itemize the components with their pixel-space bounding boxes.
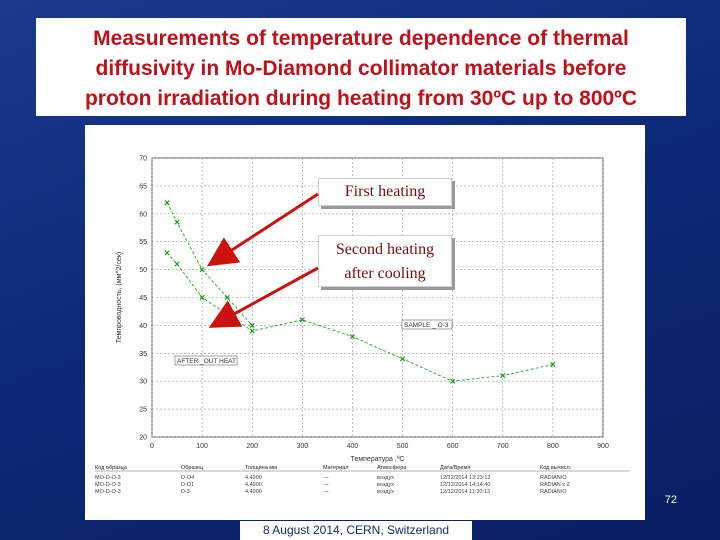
x-tick-label: 700 [497,443,509,450]
y-tick-label: 35 [139,351,147,358]
table-header: Код образца [95,465,128,471]
data-point [399,356,406,362]
table-cell: воздух [377,489,394,495]
table-header: Атмосфера [377,465,407,471]
x-tick-label: 600 [447,443,459,450]
data-point [164,200,170,206]
callout-second-line1: Second heating [335,241,435,258]
data-point [450,378,456,384]
callout-second-line2: after cooling [344,265,426,282]
x-tick-label: 200 [246,443,258,450]
table-cell: RADIAN/O [540,475,567,481]
table-cell: RADIAN/O [540,489,567,495]
data-point [199,267,205,273]
table-cell: 4.4900 [245,482,262,488]
y-tick-label: 60 [139,211,147,218]
y-tick-label: 40 [139,323,147,330]
x-tick-label: 0 [150,443,154,450]
table-cell: 4.4900 [245,475,262,481]
x-tick-label: 900 [597,443,609,450]
data-point [199,294,205,301]
y-tick-label: 50 [139,267,147,274]
y-tick-label: 70 [139,156,147,163]
page-number: 72 [664,494,677,506]
table-header: Материал [323,465,349,471]
diffusivity-chart: 0 100 200 300 400 500 600 700 800 900 20 25 30 35 40 45… [95,156,630,495]
table-cell: MO-D-O-3 [95,489,121,495]
footer: 8 August 2014, CERN, Switzerland [240,521,472,540]
slide-title: Measurements of temperature dependence o… [84,27,638,110]
table-header: Код вычисл. [540,465,572,471]
annotation-after-box [174,355,238,366]
annotation-sample: SAMPLE _ O-3 [404,322,449,329]
table-cell: MO-D-O-3 [95,482,121,488]
y-tick-label: 20 [139,435,147,442]
table-cell: D-O1 [181,482,194,488]
table-cell: воздух [377,482,394,488]
y-tick-label: 30 [139,379,147,386]
table-cell: D-3 [181,489,190,495]
data-point [174,219,180,225]
data-point [249,328,255,334]
y-tick-label: 65 [139,183,147,190]
table-cell: — [323,482,329,488]
annotation-after: AFTER _OUT HEAT [177,358,236,365]
callout-first-heating: First heating [318,178,452,206]
table-cell: D-O4 [181,475,194,481]
table-cell: — [323,489,329,495]
table-header: Толщина мм [245,465,277,471]
data-point [500,373,506,379]
table-cell: MO-D-O-3 [95,475,121,481]
data-point [349,333,356,340]
table-cell: — [323,475,329,481]
table-cell: 12/12/2014 11:30:13 [440,489,490,495]
data-point [164,250,170,256]
series-line-1 [166,252,553,382]
y-tick-label: 45 [139,295,147,302]
data-point [550,361,556,368]
x-tick-label: 300 [296,443,308,450]
y-axis-label: Темпроводность, (мм^2/сек) [116,252,123,344]
table-header: Образец [181,465,204,471]
annotation-sample-box [401,319,453,330]
x-tick-label: 400 [347,443,359,450]
table-cell: воздух [377,475,394,481]
table-cell: 12/12/2014 14:14:40 [440,482,490,488]
table-cell: 4.4900 [245,489,262,495]
callout-second-heating: Second heating after cooling [318,235,452,287]
table-header: Дата/Время [440,465,470,471]
x-tick-label: 500 [397,443,409,450]
slide-title-box: Measurements of temperature dependence o… [36,18,686,116]
x-tick-label: 800 [547,443,559,450]
x-axis-label: Температура ,ºС [351,456,405,463]
y-tick-label: 25 [139,407,147,414]
y-tick-label: 55 [139,239,147,246]
table-cell: RADIAN x 2 [540,482,570,488]
table-cell: 12/12/2014 13:23:13 [440,475,490,481]
x-tick-label: 100 [196,443,208,450]
series-line-0 [166,202,253,326]
data-point [174,261,180,267]
